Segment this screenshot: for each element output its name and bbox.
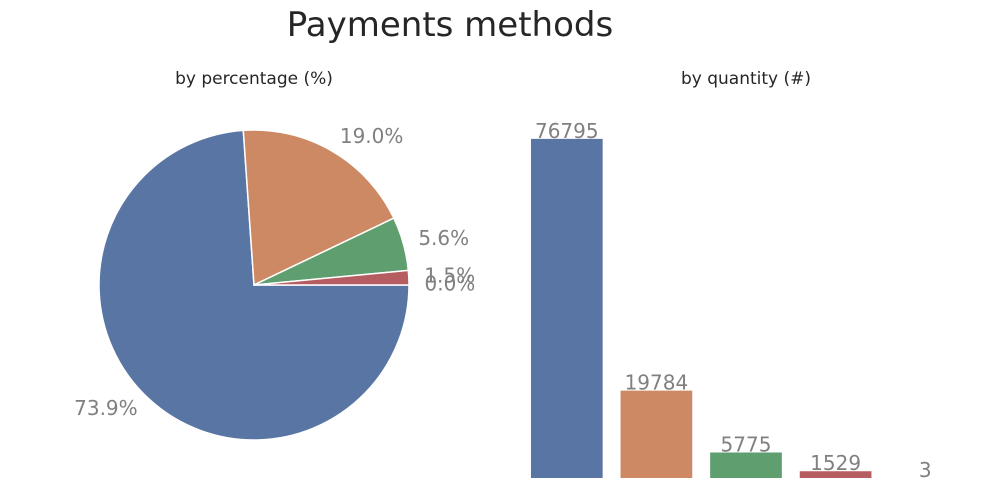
- pie-slice: [242, 129, 395, 287]
- bar: [799, 471, 872, 478]
- pie-chart-title: by percentage (%): [175, 69, 333, 89]
- bar-value-label: 5775: [721, 432, 772, 456]
- bar: [620, 390, 693, 478]
- bar-value-label: 3: [919, 458, 932, 482]
- figure-title: Payments methods: [287, 5, 613, 45]
- pie-slice-label: 19.0%: [340, 124, 404, 148]
- bar-value-label: 1529: [810, 451, 861, 475]
- pie-slice-label: 0.0%: [425, 272, 476, 296]
- pie-slice-label: 1.5%: [424, 263, 475, 287]
- pie-chart: by percentage (%) 73.9% 19.0% 5.6% 1.5%0.0%: [74, 69, 475, 441]
- pie-labels: 73.9% 19.0% 5.6% 1.5%0.0%: [74, 124, 475, 420]
- bar: [530, 138, 603, 478]
- pie-slice: [253, 269, 410, 286]
- pie-slice-label: 5.6%: [418, 226, 469, 250]
- bar-value-label: 76795: [535, 119, 599, 143]
- bar-labels: 76795 19784 5775 1529 3: [535, 119, 932, 482]
- bar-value-label: 19784: [625, 371, 689, 395]
- bars: [530, 138, 962, 478]
- bar-chart: by quantity (#) 76795 19784 5775 1529 3: [530, 69, 962, 482]
- bar: [710, 452, 782, 478]
- pie-slice-label: 73.9%: [74, 396, 138, 420]
- bar-chart-title: by quantity (#): [681, 69, 811, 89]
- pie-slices: [98, 129, 410, 441]
